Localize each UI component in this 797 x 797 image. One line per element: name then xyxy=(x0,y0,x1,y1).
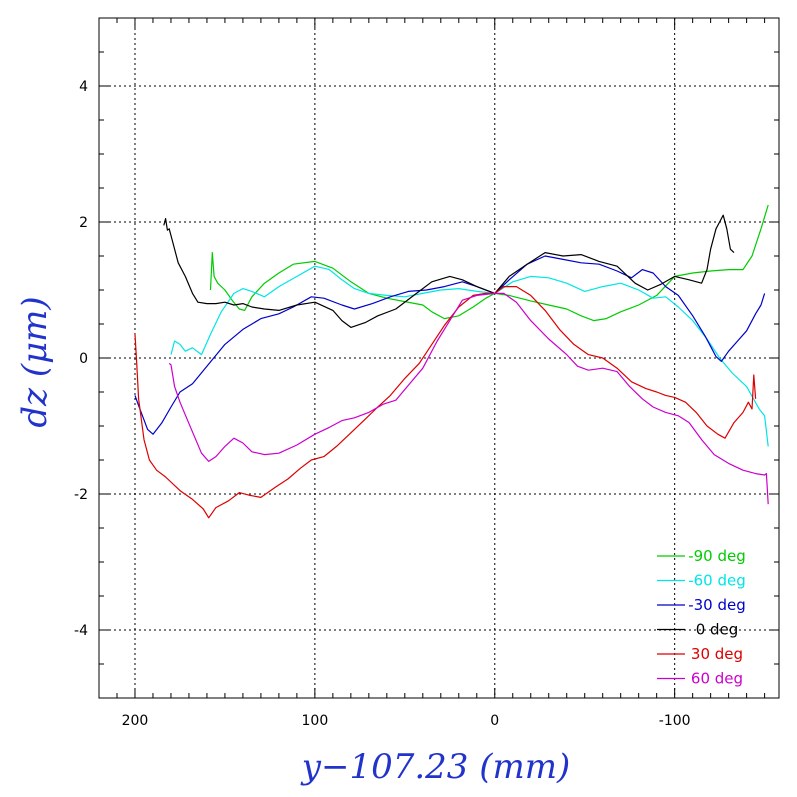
series-line xyxy=(168,292,769,505)
x-axis-title: y−107.23 (mm) xyxy=(300,747,570,787)
y-tick-label: -4 xyxy=(74,623,88,639)
legend-label: 60 deg xyxy=(691,670,743,688)
y-tick-label: -2 xyxy=(74,487,88,503)
series-line xyxy=(163,214,735,328)
y-tick-label: 2 xyxy=(79,215,88,231)
legend: -90 deg -60 deg -30 deg 0 deg 30 deg 60 deg xyxy=(657,547,746,688)
axis-ticks: 200 100 0 -100 4 2 0 -2 -4 xyxy=(74,18,779,729)
legend-label: 30 deg xyxy=(691,645,743,663)
legend-label: -60 deg xyxy=(688,572,746,590)
legend-label: 0 deg xyxy=(696,621,739,639)
x-tick-label: -100 xyxy=(659,713,691,729)
x-tick-label: 0 xyxy=(490,713,499,729)
legend-label: -30 deg xyxy=(688,596,746,614)
x-tick-label: 100 xyxy=(302,713,329,729)
y-tick-label: 0 xyxy=(79,351,88,367)
y-axis-title: dz (μm) xyxy=(15,296,55,427)
legend-label: -90 deg xyxy=(688,547,746,565)
series-layer xyxy=(134,204,769,519)
grid-lines xyxy=(99,18,779,698)
series-line xyxy=(134,286,757,519)
x-tick-label: 200 xyxy=(122,713,149,729)
y-tick-label: 4 xyxy=(79,79,88,95)
series-line xyxy=(170,265,769,447)
series-line xyxy=(134,255,766,435)
